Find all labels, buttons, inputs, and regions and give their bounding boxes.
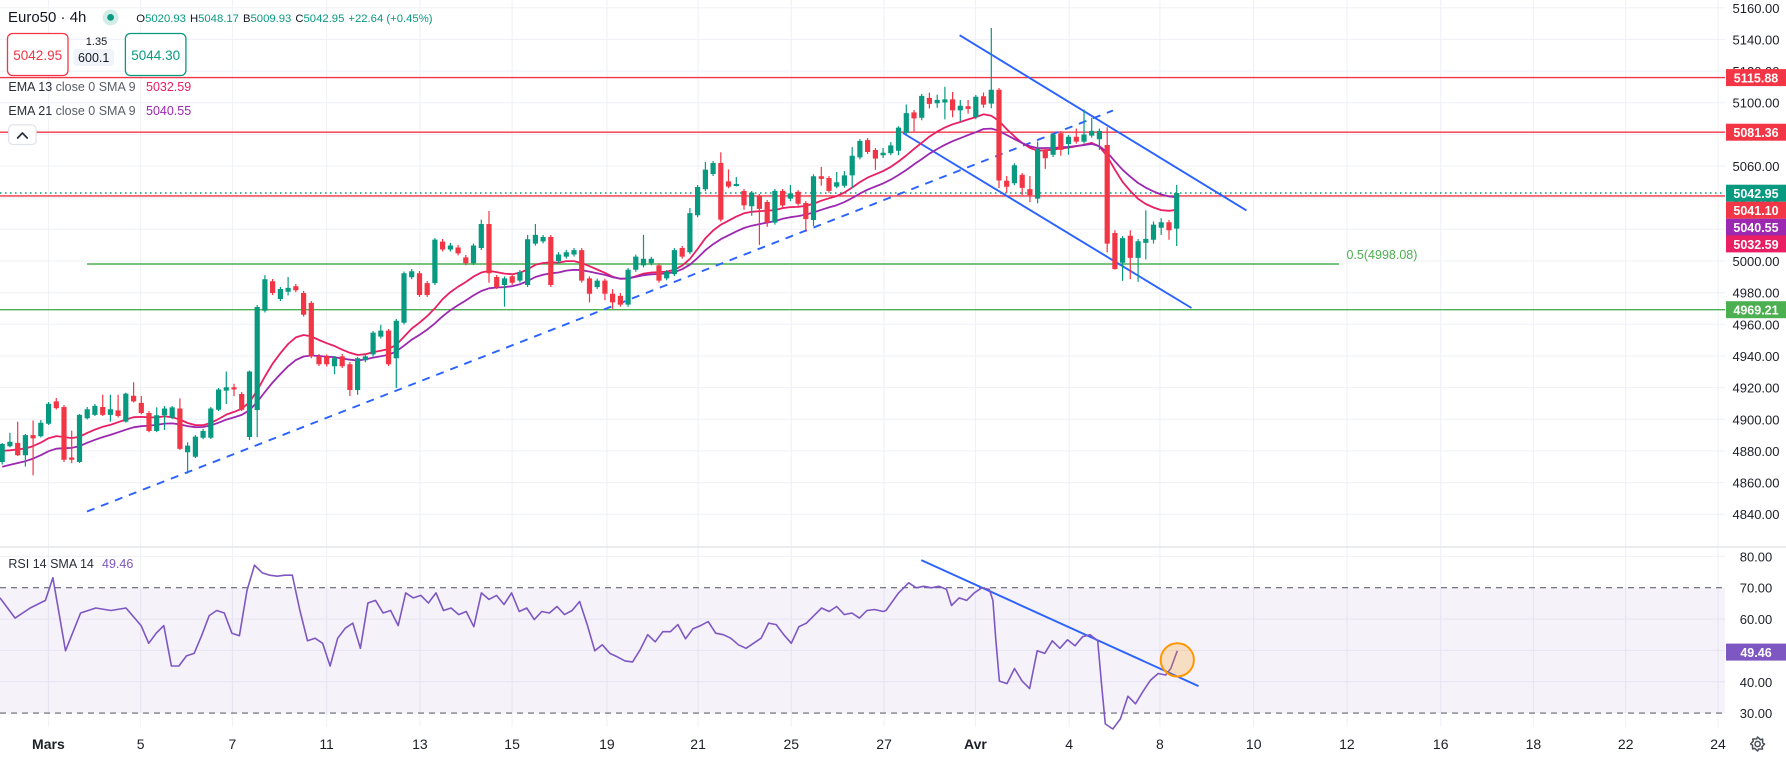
svg-text:40.00: 40.00 [1740, 675, 1773, 690]
svg-text:25: 25 [784, 736, 800, 752]
svg-text:4960.00: 4960.00 [1733, 317, 1780, 332]
svg-text:30.00: 30.00 [1740, 706, 1773, 721]
svg-text:4900.00: 4900.00 [1733, 412, 1780, 427]
svg-text:22: 22 [1618, 736, 1634, 752]
svg-text:5060.00: 5060.00 [1733, 159, 1780, 174]
svg-text:21: 21 [690, 736, 706, 752]
svg-text:5: 5 [137, 736, 145, 752]
svg-text:70.00: 70.00 [1740, 581, 1773, 596]
svg-text:15: 15 [504, 736, 520, 752]
svg-text:5042.95: 5042.95 [13, 48, 62, 63]
svg-text:4860.00: 4860.00 [1733, 476, 1780, 491]
svg-text:8: 8 [1156, 736, 1164, 752]
svg-text:5032.59: 5032.59 [1733, 238, 1778, 252]
svg-text:18: 18 [1526, 736, 1542, 752]
svg-text:Avr: Avr [964, 736, 987, 752]
svg-text:4840.00: 4840.00 [1733, 507, 1780, 522]
svg-text:12: 12 [1339, 736, 1355, 752]
svg-text:16: 16 [1433, 736, 1449, 752]
svg-text:5140.00: 5140.00 [1733, 32, 1780, 47]
svg-text:11: 11 [319, 736, 334, 752]
svg-text:4980.00: 4980.00 [1733, 286, 1780, 301]
svg-text:5041.10: 5041.10 [1733, 204, 1778, 218]
svg-text:27: 27 [876, 736, 892, 752]
svg-text:7: 7 [229, 736, 237, 752]
svg-text:19: 19 [599, 736, 615, 752]
svg-text:4880.00: 4880.00 [1733, 444, 1780, 459]
svg-text:4969.21: 4969.21 [1733, 304, 1778, 318]
svg-text:4940.00: 4940.00 [1733, 349, 1780, 364]
svg-text:5044.30: 5044.30 [131, 48, 180, 63]
svg-text:5115.88: 5115.88 [1734, 72, 1779, 86]
svg-text:1.35: 1.35 [86, 36, 107, 48]
svg-text:4: 4 [1065, 736, 1073, 752]
svg-text:60.00: 60.00 [1740, 612, 1773, 627]
svg-text:5000.00: 5000.00 [1733, 254, 1780, 269]
svg-text:5100.00: 5100.00 [1733, 96, 1780, 111]
svg-text:49.46: 49.46 [1740, 646, 1771, 660]
svg-text:Euro50 · 4h: Euro50 · 4h [8, 9, 86, 26]
svg-text:5042.95: 5042.95 [1733, 187, 1778, 201]
svg-text:5081.36: 5081.36 [1733, 126, 1778, 140]
svg-text:5040.55: 5040.55 [1733, 221, 1778, 235]
svg-text:10: 10 [1246, 736, 1262, 752]
svg-text:0.5(4998.08): 0.5(4998.08) [1347, 248, 1418, 262]
svg-text:600.1: 600.1 [78, 51, 109, 65]
svg-text:5160.00: 5160.00 [1733, 1, 1780, 16]
svg-text:24: 24 [1710, 736, 1726, 752]
svg-text:13: 13 [412, 736, 428, 752]
svg-text:Mars: Mars [32, 736, 65, 752]
svg-text:80.00: 80.00 [1740, 549, 1773, 564]
svg-text:4920.00: 4920.00 [1733, 381, 1780, 396]
